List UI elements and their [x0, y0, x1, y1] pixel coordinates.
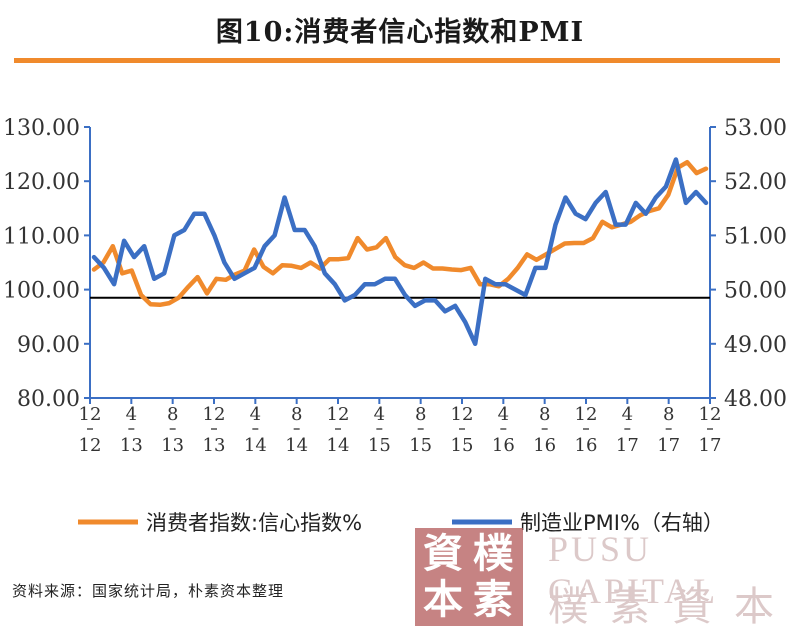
x-tick-year: 15 [409, 435, 432, 456]
x-tick-month: 4 [250, 404, 261, 425]
x-tick-month: 12 [327, 404, 350, 425]
left-tick-label: 80.00 [17, 387, 80, 412]
left-tick-label: 90.00 [17, 333, 80, 358]
source-note: 资料来源：国家统计局，朴素资本整理 [12, 582, 285, 600]
left-tick-label: 100.00 [3, 279, 80, 304]
series-line-pmi [91, 157, 709, 347]
right-tick-label: 53.00 [724, 116, 787, 141]
chart-title: 图10:消费者信心指数和PMI [215, 17, 585, 48]
x-tick-year: 17 [657, 435, 680, 456]
x-tick-year: 12 [79, 435, 102, 456]
legend-label-consumer: 消费者指数:信心指数% [146, 511, 362, 535]
x-tick-month: 8 [415, 404, 426, 425]
tick-labels: 130.00 120.00 110.00 100.00 90.00 80.00 53.00 5… [3, 116, 787, 456]
x-tick-year: 15 [451, 435, 474, 456]
title-underline [14, 58, 780, 63]
x-tick-year: 14 [285, 435, 308, 456]
right-tick-label: 50.00 [724, 279, 787, 304]
right-tick-label: 51.00 [724, 224, 787, 249]
chart-axes [84, 126, 716, 404]
x-tick-month: 4 [622, 404, 633, 425]
x-tick-month: 12 [79, 404, 102, 425]
x-tick-month: 12 [575, 404, 598, 425]
x-tick-year: 13 [161, 435, 184, 456]
x-tick-month: 8 [291, 404, 302, 425]
seal-stamp: 資 樸 本 素 [415, 528, 523, 626]
x-tick-year: 14 [244, 435, 267, 456]
x-tick-year: 13 [120, 435, 143, 456]
x-tick-year: 14 [327, 435, 350, 456]
right-tick-label: 52.00 [724, 170, 787, 195]
watermark-text-cn: 樸素資本 [548, 584, 796, 630]
left-tick-label: 120.00 [3, 170, 80, 195]
x-tick-month: 8 [167, 404, 178, 425]
x-tick-year: 17 [699, 435, 722, 456]
legend: 消费者指数:信心指数% 制造业PMI%（右轴） [78, 511, 724, 535]
x-tick-month: 12 [699, 404, 722, 425]
x-tick-year: 16 [575, 435, 598, 456]
series-lines [90, 157, 710, 347]
x-tick-month: 4 [498, 404, 509, 425]
series-line-consumer-confidence [91, 159, 709, 308]
x-tick-year: 17 [616, 435, 639, 456]
x-tick-year: 16 [492, 435, 515, 456]
right-tick-label: 49.00 [724, 333, 787, 358]
x-tick-year: 13 [203, 435, 226, 456]
x-tick-year: 16 [533, 435, 556, 456]
right-tick-label: 48.00 [724, 387, 787, 412]
left-tick-label: 110.00 [3, 224, 80, 249]
legend-label-pmi: 制造业PMI%（右轴） [520, 511, 724, 535]
watermark-text-en: PUSU CAPITAL [548, 529, 719, 611]
x-tick-month: 12 [451, 404, 474, 425]
x-tick-month: 4 [126, 404, 137, 425]
x-tick-month: 8 [539, 404, 550, 425]
x-tick-month: 12 [203, 404, 226, 425]
left-tick-label: 130.00 [3, 116, 80, 141]
x-tick-year: 15 [368, 435, 391, 456]
x-tick-month: 8 [663, 404, 674, 425]
x-tick-month: 4 [374, 404, 385, 425]
